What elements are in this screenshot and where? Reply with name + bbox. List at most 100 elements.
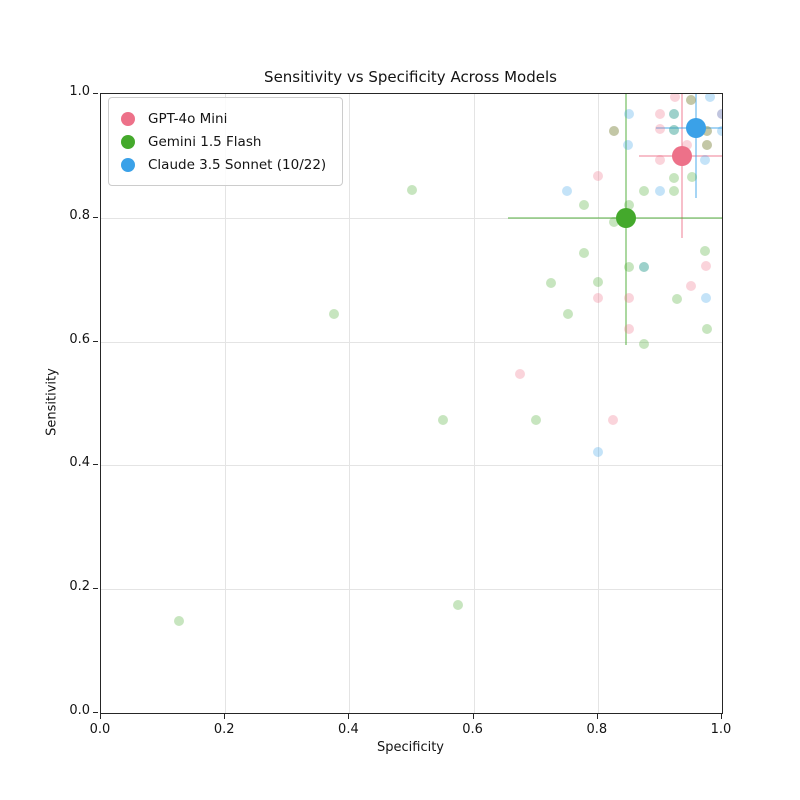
x-tick-label: 0.4 (338, 722, 359, 737)
gridline-y (101, 589, 722, 591)
scatter-point (669, 108, 680, 119)
scatter-point (669, 172, 680, 183)
y-tick-label: 0.6 (69, 331, 90, 347)
x-tick (224, 714, 226, 719)
gridline-x (349, 94, 351, 713)
y-tick-label: 1.0 (69, 84, 90, 99)
scatter-point (685, 280, 696, 291)
scatter-point (685, 95, 696, 106)
scatter-point (717, 126, 722, 137)
legend-label-gemini-flash: Gemini 1.5 Flash (148, 133, 262, 150)
scatter-point (592, 170, 603, 181)
scatter-point (654, 154, 665, 165)
scatter-point (328, 308, 339, 319)
legend-item-gpt4o-mini: GPT-4o Mini (121, 107, 326, 130)
scatter-point (671, 293, 682, 304)
y-tick-label: 0.4 (69, 455, 90, 471)
scatter-point (702, 126, 713, 137)
scatter-point (608, 216, 619, 227)
gridline-y (101, 217, 722, 219)
scatter-point (623, 293, 634, 304)
legend-label-claude-sonnet: Claude 3.5 Sonnet (10/22) (148, 156, 327, 173)
scatter-point (530, 415, 541, 426)
x-tick-label: 0.0 (89, 722, 111, 737)
legend: GPT-4o Mini Gemini 1.5 Flash Claude 3.5 … (108, 97, 344, 186)
scatter-point (639, 262, 650, 273)
scatter-point (702, 139, 713, 150)
y-tick (93, 93, 98, 94)
legend-swatch-gpt4o-mini (121, 111, 135, 126)
gridline-x (225, 94, 227, 713)
scatter-point (593, 276, 604, 287)
scatter-point (717, 108, 722, 119)
x-tick-label: 0.2 (213, 722, 235, 737)
scatter-point (608, 125, 619, 136)
scatter-point (173, 616, 184, 627)
scatter-point (717, 108, 722, 119)
scatter-point (623, 324, 634, 335)
x-tick (100, 714, 101, 719)
scatter-point (700, 293, 711, 304)
scatter-point (623, 108, 634, 119)
scatter-point (624, 262, 635, 273)
y-tick (93, 464, 98, 466)
scatter-point (669, 185, 680, 196)
scatter-point (592, 293, 603, 304)
gridline-x (473, 94, 475, 713)
legend-item-claude-sonnet: Claude 3.5 Sonnet (10/22) (121, 153, 326, 176)
scatter-point (670, 94, 681, 103)
error-bar-horizontal (507, 216, 722, 219)
legend-label-gpt4o-mini: GPT-4o Mini (148, 110, 228, 127)
y-tick (93, 588, 98, 590)
scatter-point (622, 139, 633, 150)
y-tick (93, 712, 98, 713)
scatter-point (406, 184, 417, 195)
scatter-point (686, 171, 697, 182)
error-bar-vertical (694, 94, 697, 198)
scatter-point (654, 108, 665, 119)
y-tick-label: 0.0 (69, 703, 90, 718)
x-tick (472, 714, 474, 719)
y-tick-label: 0.2 (69, 579, 90, 595)
plot-area (100, 93, 723, 714)
x-tick (348, 714, 350, 719)
chart-title: Sensitivity vs Specificity Across Models (264, 68, 557, 86)
scatter-point (545, 277, 556, 288)
y-axis-title: Sensitivity (44, 368, 60, 436)
gridline-x (597, 94, 599, 713)
x-axis-title: Specificity (377, 740, 444, 755)
x-tick-label: 1.0 (710, 722, 732, 737)
scatter-point (593, 446, 604, 457)
y-tick (93, 340, 98, 342)
x-tick-label: 0.8 (586, 722, 608, 737)
scatter-point (608, 125, 619, 136)
scatter-point (639, 262, 650, 273)
scatter-point (685, 95, 696, 106)
scatter-point (669, 108, 680, 119)
scatter-point (654, 124, 665, 135)
y-tick-label: 0.8 (69, 207, 90, 223)
scatter-point (700, 246, 711, 257)
scatter-point (623, 200, 634, 211)
gridline-y (101, 341, 722, 343)
scatter-point (562, 308, 573, 319)
mean-marker (685, 118, 706, 139)
x-tick (721, 714, 722, 719)
gridline-y (101, 465, 722, 467)
x-tick-label: 0.6 (462, 722, 483, 737)
scatter-point (639, 185, 650, 196)
scatter-point (578, 200, 589, 211)
scatter-point (704, 94, 715, 103)
scatter-point (515, 368, 526, 379)
scatter-point (639, 339, 650, 350)
scatter-point (669, 124, 680, 135)
scatter-point (700, 154, 711, 165)
mean-marker (671, 145, 692, 166)
scatter-point (702, 324, 713, 335)
scatter-point (702, 126, 713, 137)
scatter-point (608, 415, 619, 426)
legend-swatch-gemini-flash (121, 134, 135, 149)
y-tick (93, 216, 98, 218)
scatter-point (561, 185, 572, 196)
scatter-point (702, 139, 713, 150)
